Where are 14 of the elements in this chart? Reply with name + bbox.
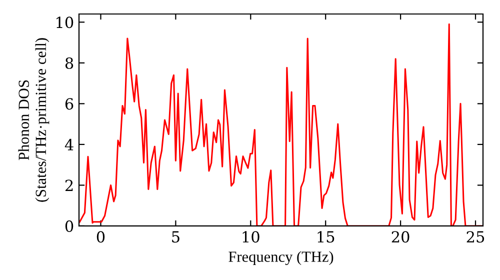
y-tick-label: 4 bbox=[64, 138, 74, 150]
x-tick-label: 15 bbox=[318, 231, 334, 243]
y-tick-label: 2 bbox=[65, 180, 73, 192]
y-tick-label: 6 bbox=[65, 98, 74, 110]
y-axis-title: Phonon DOS (States/THz·primitive cell) bbox=[18, 38, 50, 202]
y-tick-label: 8 bbox=[65, 57, 74, 69]
x-tick-label: 20 bbox=[392, 231, 410, 243]
x-tick-label: 0 bbox=[96, 231, 105, 243]
y-tick-label: 10 bbox=[56, 16, 74, 28]
x-tick-label: 25 bbox=[466, 231, 484, 243]
y-tick-label: 0 bbox=[65, 220, 74, 232]
x-tick-label: 5 bbox=[172, 231, 180, 243]
x-axis-title: Frequency (THz) bbox=[228, 251, 334, 266]
x-tick-label: 10 bbox=[242, 231, 260, 243]
